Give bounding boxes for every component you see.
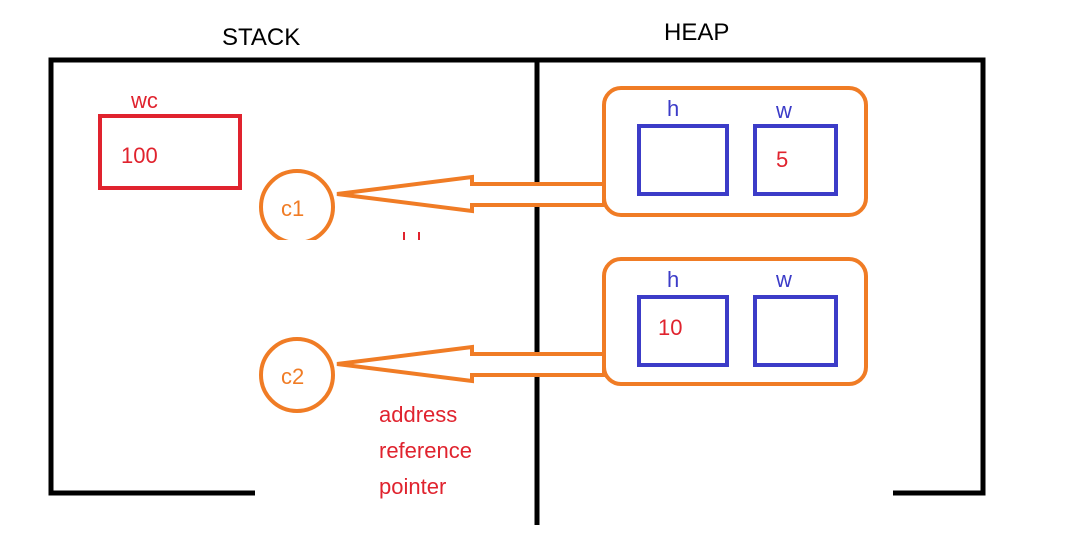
annotation-line-2: reference [379,438,472,463]
memory-frame [48,57,986,525]
heap-object-1-field-h-name: h [667,96,679,121]
heap-object-1 [602,86,868,217]
reference-circle-c2 [259,337,335,413]
stack-variable-box [98,114,242,190]
c1-cropped-edge [255,240,339,250]
heap-object-2-field-w-name: w [775,267,792,292]
heap-heading: HEAP [664,19,729,46]
stack-heading: STACK [222,24,300,51]
annotation-line-3: pointer [379,474,446,499]
heap-object-2-field-w-box [753,295,838,367]
frame-outline [48,57,986,496]
annotation-line-1: address [379,402,457,427]
stray-marks [403,232,420,240]
pointer-arrow-c1 [336,174,606,214]
heap-object-1-field-h-box [637,124,729,196]
reference-label-c2: c2 [281,364,304,389]
heap-object-2-field-h-value: 10 [658,315,682,340]
heap-object-1-field-w-box [753,124,838,196]
stack-variable-value: 100 [121,143,158,168]
stack-variable-name: wc [130,88,158,113]
pointer-arrow-c2 [336,344,606,384]
heap-object-2-field-h-name: h [667,267,679,292]
reference-label-c1: c1 [281,196,304,221]
heap-object-2-field-h-box [637,295,729,367]
heap-object-2 [602,257,868,386]
heap-object-1-field-w-value: 5 [776,147,788,172]
heap-object-1-field-w-name: w [775,98,792,123]
